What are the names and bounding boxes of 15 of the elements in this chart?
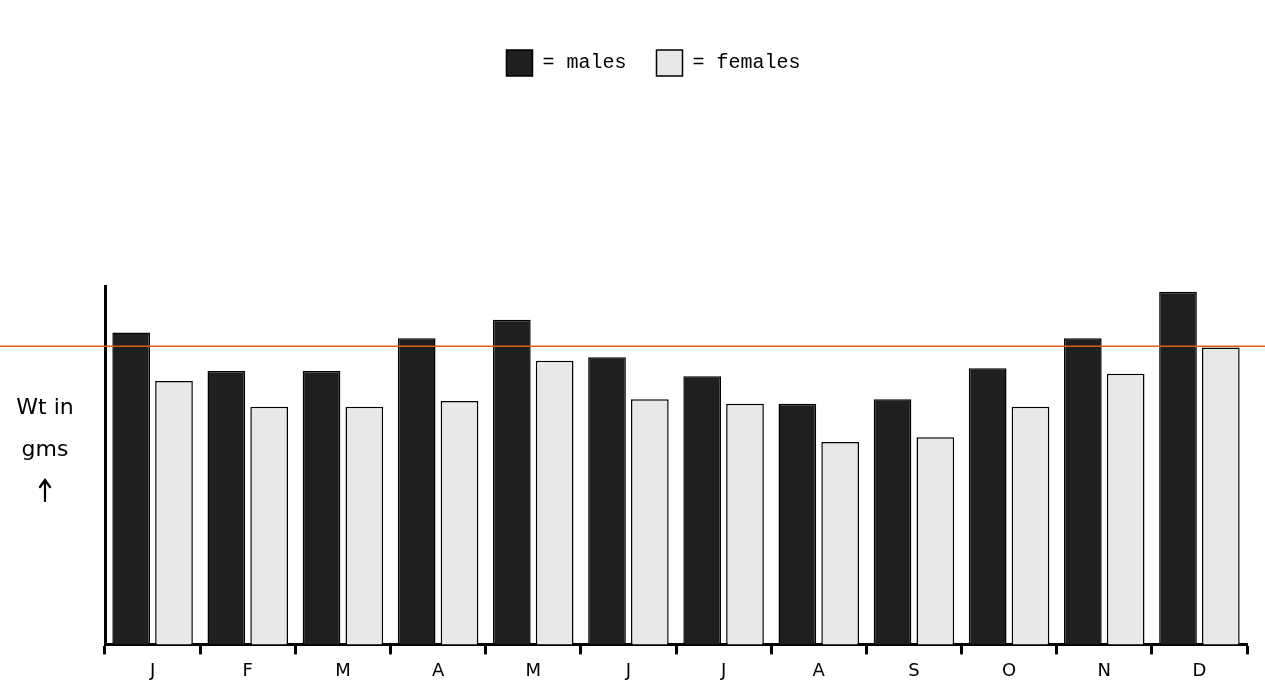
text: Wt in gms [16,393,74,461]
x-tick-label: O [1002,658,1017,680]
x-tick-label: J [719,658,727,680]
x-tick-label: J [148,658,156,680]
legend-label: = males [542,51,627,75]
x-tick-label: M [525,658,542,680]
x-tick-label: M [335,658,351,680]
x-tick-label: S [908,658,920,680]
x-tick-label: F [242,658,253,680]
x-tick-label: N [1097,658,1111,680]
x-tick-label: A [812,658,826,680]
x-tick-label: A [431,658,445,680]
x-tick-label: D [1192,658,1207,680]
legend-label: = females [692,51,801,75]
x-tick-label: J [624,658,632,680]
